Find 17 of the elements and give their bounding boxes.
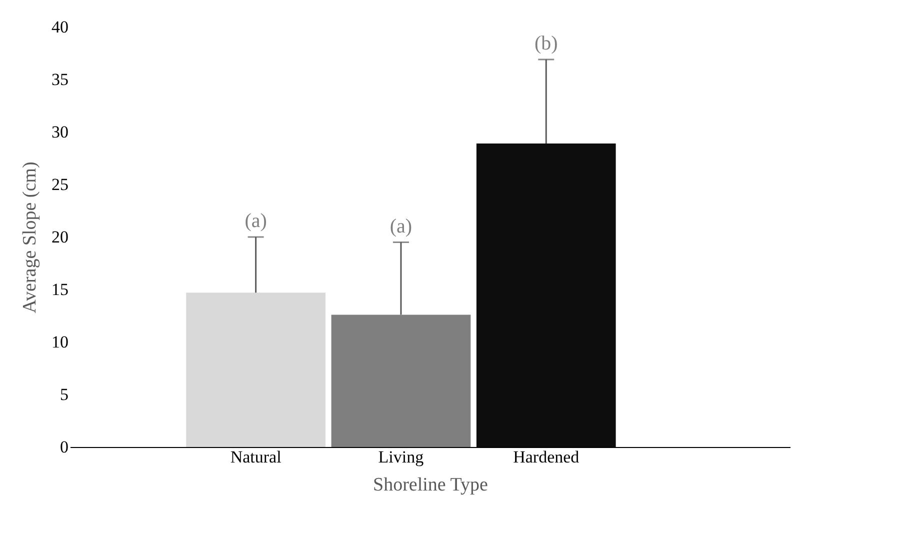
y-axis-title: Average Slope (cm)	[20, 162, 40, 314]
annotation: (a)	[390, 215, 412, 238]
y-tick-label: 20	[52, 228, 68, 246]
x-axis-title: Shoreline Type	[373, 474, 488, 496]
annotation: (b)	[534, 32, 558, 55]
annotation: (a)	[244, 210, 267, 232]
x-tick-label: Living	[378, 448, 424, 466]
y-tick-label: 10	[52, 332, 68, 352]
y-tick-label: 5	[60, 385, 68, 404]
y-tick-label: 25	[52, 175, 68, 194]
y-tick-label: 35	[52, 70, 68, 89]
y-tick-label: 15	[52, 280, 68, 299]
x-tick-label: Hardened	[513, 448, 580, 466]
x-tick-label: Natural	[230, 448, 282, 466]
y-tick-label: 0	[60, 438, 68, 456]
y-tick-label: 30	[52, 122, 68, 142]
y-tick-label: 40	[52, 18, 68, 36]
